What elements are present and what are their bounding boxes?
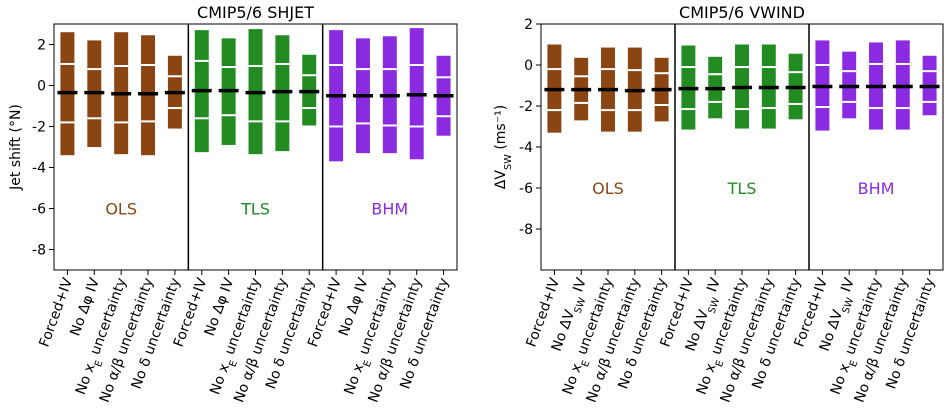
chart-title: CMIP5/6 SHJET <box>197 3 314 22</box>
y-tick-label: -8 <box>519 222 533 238</box>
y-tick-label: -2 <box>519 99 533 115</box>
group-label: TLS <box>727 179 757 198</box>
y-tick-label: -8 <box>32 243 46 259</box>
group-label: BHM <box>858 179 895 198</box>
chart-title: CMIP5/6 VWIND <box>679 3 805 22</box>
group-label: BHM <box>371 200 408 219</box>
y-tick-label: 0 <box>524 58 533 74</box>
y-tick-label: 0 <box>37 79 46 95</box>
y-tick-label: 2 <box>37 38 46 54</box>
y-tick-label: -6 <box>519 181 533 197</box>
group-label: TLS <box>240 200 270 219</box>
y-axis-label: Jet shift (°N) <box>8 104 24 191</box>
group-label: OLS <box>592 179 624 198</box>
y-tick-label: -4 <box>519 140 533 156</box>
group-label: OLS <box>105 200 137 219</box>
y-tick-label: -2 <box>32 120 46 136</box>
chart-panel-2: CMIP5/6 VWIND 2 0 -2 -4 -6 -8 ΔVSW (ms⁻¹) Forced… <box>493 3 944 405</box>
x-category-label: Forced+IV <box>36 276 76 350</box>
y-tick-label: 2 <box>524 17 533 33</box>
chart-panel-1: CMIP5/6 SHJET 2 0 -2 -4 -6 -8 Jet shift (°N) For… <box>8 3 458 405</box>
y-tick-label: -6 <box>32 202 46 218</box>
y-axis-label: ΔVSW (ms⁻¹) <box>493 105 514 189</box>
y-tick-label: -4 <box>32 161 46 177</box>
